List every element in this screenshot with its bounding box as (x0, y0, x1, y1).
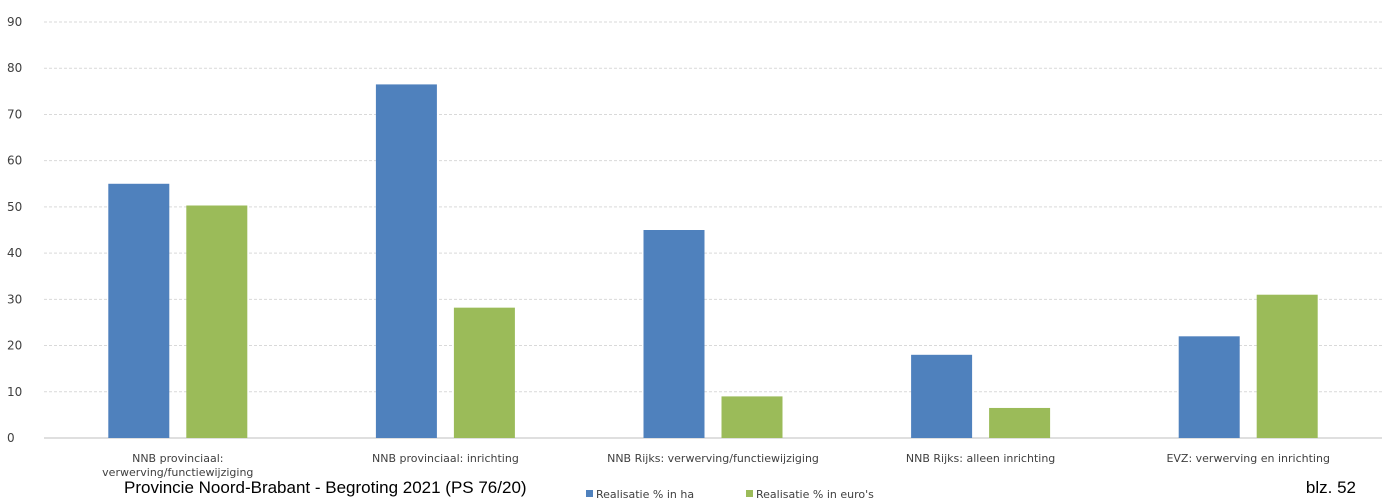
y-axis: 0 10 20 30 40 50 60 70 80 90 (7, 15, 22, 445)
legend: Realisatie % in ha Realisatie % in euro's (586, 488, 874, 501)
bar (186, 205, 248, 438)
y-tick-label: 10 (7, 385, 22, 399)
x-category-label: EVZ: verwerving en inrichting (1166, 452, 1330, 465)
bar (375, 84, 437, 439)
bar (643, 230, 705, 438)
bar (721, 396, 783, 438)
legend-label: Realisatie % in ha (596, 488, 694, 501)
y-tick-label: 50 (7, 200, 22, 214)
y-tick-label: 60 (7, 154, 22, 168)
bar (1256, 294, 1318, 438)
legend-swatch (586, 490, 593, 497)
footer-page-number: blz. 52 (1305, 478, 1356, 497)
bar (1178, 336, 1240, 438)
x-category-label: NNB Rijks: verwerving/functiewijziging (607, 452, 819, 465)
x-category-label: NNB Rijks: alleen inrichting (906, 452, 1055, 465)
gridlines (44, 21, 1382, 439)
y-tick-label: 30 (7, 292, 22, 306)
x-category-label: verwerving/functiewijziging (102, 466, 253, 479)
x-category-label: NNB provinciaal: inrichting (372, 452, 519, 465)
legend-label: Realisatie % in euro's (756, 488, 874, 501)
x-axis-labels: NNB provinciaal:verwerving/functiewijzig… (102, 452, 1330, 479)
bar (989, 407, 1051, 438)
x-category-label: NNB provinciaal: (132, 452, 223, 465)
bar (911, 354, 973, 438)
legend-swatch (746, 490, 753, 497)
bar (453, 307, 515, 438)
y-tick-label: 40 (7, 246, 22, 260)
bars (108, 84, 1318, 439)
y-tick-label: 0 (7, 431, 15, 445)
y-tick-label: 70 (7, 107, 22, 121)
y-tick-label: 90 (7, 15, 22, 29)
y-tick-label: 20 (7, 339, 22, 353)
y-tick-label: 80 (7, 61, 22, 75)
footer-document-title: Provincie Noord-Brabant - Begroting 2021… (124, 478, 527, 497)
bar (108, 183, 170, 438)
